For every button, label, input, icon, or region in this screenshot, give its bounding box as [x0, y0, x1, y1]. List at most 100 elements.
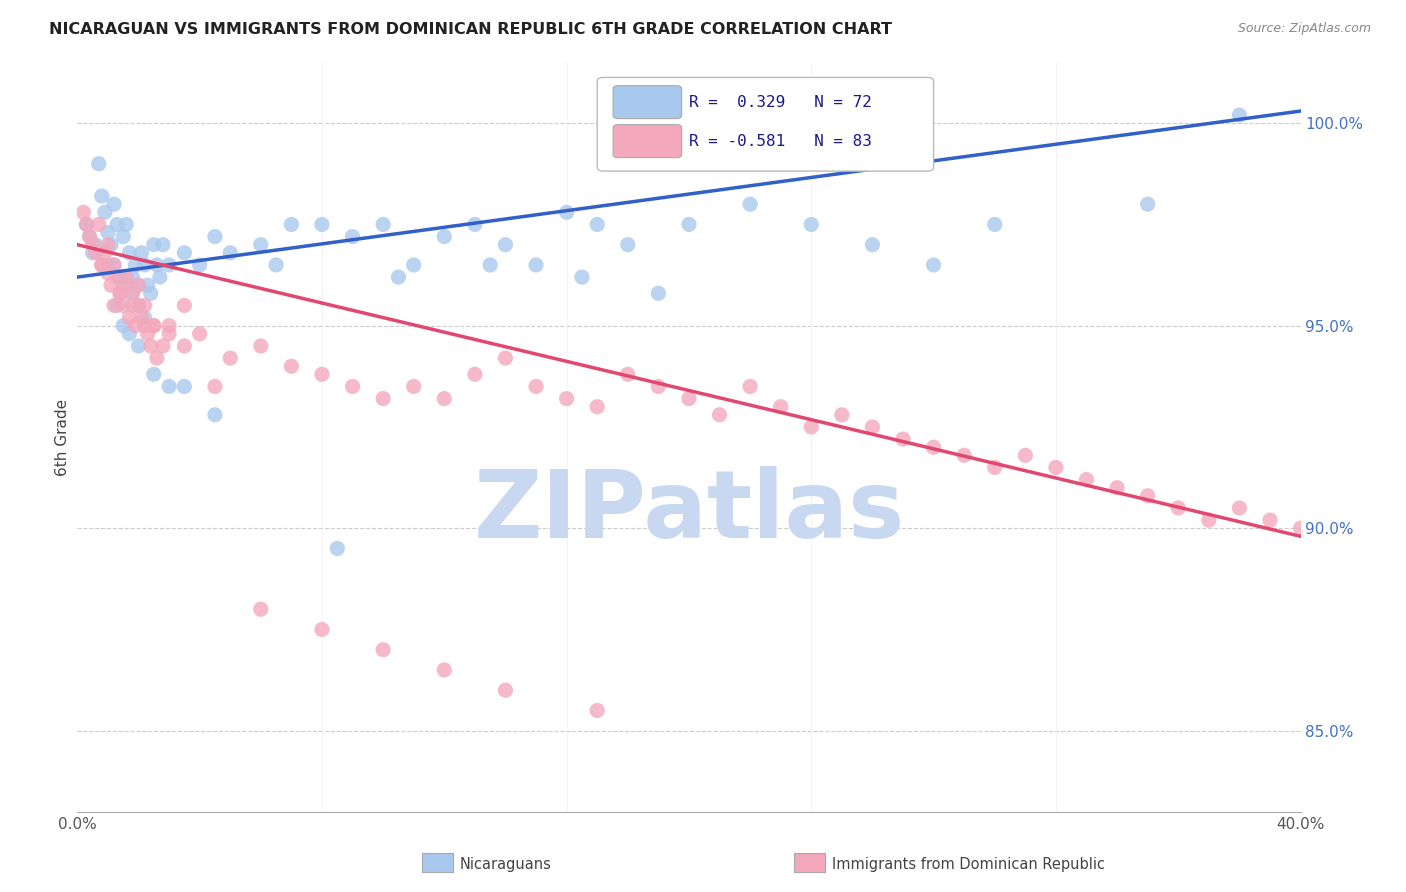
- Text: Source: ZipAtlas.com: Source: ZipAtlas.com: [1237, 22, 1371, 36]
- Point: [402, 379, 425, 393]
- Text: R =  0.329   N = 72: R = 0.329 N = 72: [689, 95, 872, 110]
- Point: [617, 368, 640, 382]
- Point: [87, 218, 110, 232]
- Point: [1014, 448, 1036, 462]
- Point: [264, 258, 287, 272]
- Point: [311, 368, 333, 382]
- Point: [586, 400, 609, 414]
- Point: [326, 541, 349, 556]
- Text: ZIPatlas: ZIPatlas: [474, 466, 904, 558]
- Point: [204, 408, 226, 422]
- Point: [157, 318, 180, 333]
- Point: [433, 392, 456, 406]
- Point: [121, 298, 143, 312]
- Point: [1136, 197, 1159, 211]
- Point: [152, 237, 174, 252]
- Point: [922, 440, 945, 454]
- Point: [173, 379, 195, 393]
- Point: [128, 298, 150, 312]
- Point: [128, 339, 150, 353]
- Point: [524, 379, 547, 393]
- Point: [105, 298, 128, 312]
- Point: [124, 258, 146, 272]
- Point: [173, 298, 195, 312]
- Point: [142, 318, 165, 333]
- FancyBboxPatch shape: [613, 125, 682, 158]
- Point: [311, 218, 333, 232]
- Point: [82, 245, 104, 260]
- Point: [250, 237, 273, 252]
- Point: [139, 286, 162, 301]
- Point: [188, 258, 211, 272]
- Point: [219, 245, 242, 260]
- Point: [157, 258, 180, 272]
- Point: [115, 218, 138, 232]
- Point: [136, 326, 159, 341]
- Point: [128, 278, 150, 293]
- Point: [524, 258, 547, 272]
- Point: [495, 237, 517, 252]
- Point: [862, 420, 884, 434]
- Point: [103, 258, 125, 272]
- Point: [464, 218, 486, 232]
- Point: [124, 318, 146, 333]
- Point: [103, 298, 125, 312]
- Point: [495, 683, 517, 698]
- Point: [800, 218, 823, 232]
- Text: NICARAGUAN VS IMMIGRANTS FROM DOMINICAN REPUBLIC 6TH GRADE CORRELATION CHART: NICARAGUAN VS IMMIGRANTS FROM DOMINICAN …: [49, 22, 893, 37]
- Point: [647, 379, 669, 393]
- Point: [371, 392, 394, 406]
- Point: [82, 237, 104, 252]
- Point: [984, 218, 1007, 232]
- Text: Nicaraguans: Nicaraguans: [460, 857, 551, 872]
- Point: [134, 310, 156, 325]
- Point: [97, 226, 120, 240]
- Point: [571, 270, 593, 285]
- Point: [173, 245, 195, 260]
- Point: [371, 218, 394, 232]
- Point: [112, 229, 135, 244]
- Point: [1107, 481, 1129, 495]
- Point: [479, 258, 502, 272]
- Point: [1198, 513, 1220, 527]
- Point: [831, 408, 853, 422]
- Point: [118, 310, 141, 325]
- Point: [1258, 513, 1281, 527]
- Point: [112, 278, 135, 293]
- Point: [647, 286, 669, 301]
- Point: [72, 205, 94, 219]
- Point: [953, 448, 976, 462]
- Point: [115, 278, 138, 293]
- Point: [250, 602, 273, 616]
- Point: [769, 400, 792, 414]
- Point: [134, 298, 156, 312]
- Point: [100, 278, 122, 293]
- Point: [121, 270, 143, 285]
- Point: [402, 258, 425, 272]
- Point: [103, 197, 125, 211]
- Point: [97, 237, 120, 252]
- Point: [90, 189, 112, 203]
- Point: [1229, 108, 1251, 122]
- Point: [142, 318, 165, 333]
- Point: [204, 229, 226, 244]
- Point: [121, 286, 143, 301]
- Point: [800, 420, 823, 434]
- Point: [134, 318, 156, 333]
- Point: [105, 270, 128, 285]
- Point: [100, 237, 122, 252]
- Point: [87, 157, 110, 171]
- Point: [108, 270, 131, 285]
- Point: [464, 368, 486, 382]
- Point: [891, 432, 914, 446]
- Point: [142, 237, 165, 252]
- Point: [280, 359, 302, 374]
- Text: Immigrants from Dominican Republic: Immigrants from Dominican Republic: [832, 857, 1105, 872]
- Point: [984, 460, 1007, 475]
- Point: [97, 266, 120, 280]
- Point: [103, 258, 125, 272]
- Point: [433, 229, 456, 244]
- Point: [134, 258, 156, 272]
- Point: [128, 298, 150, 312]
- Point: [118, 245, 141, 260]
